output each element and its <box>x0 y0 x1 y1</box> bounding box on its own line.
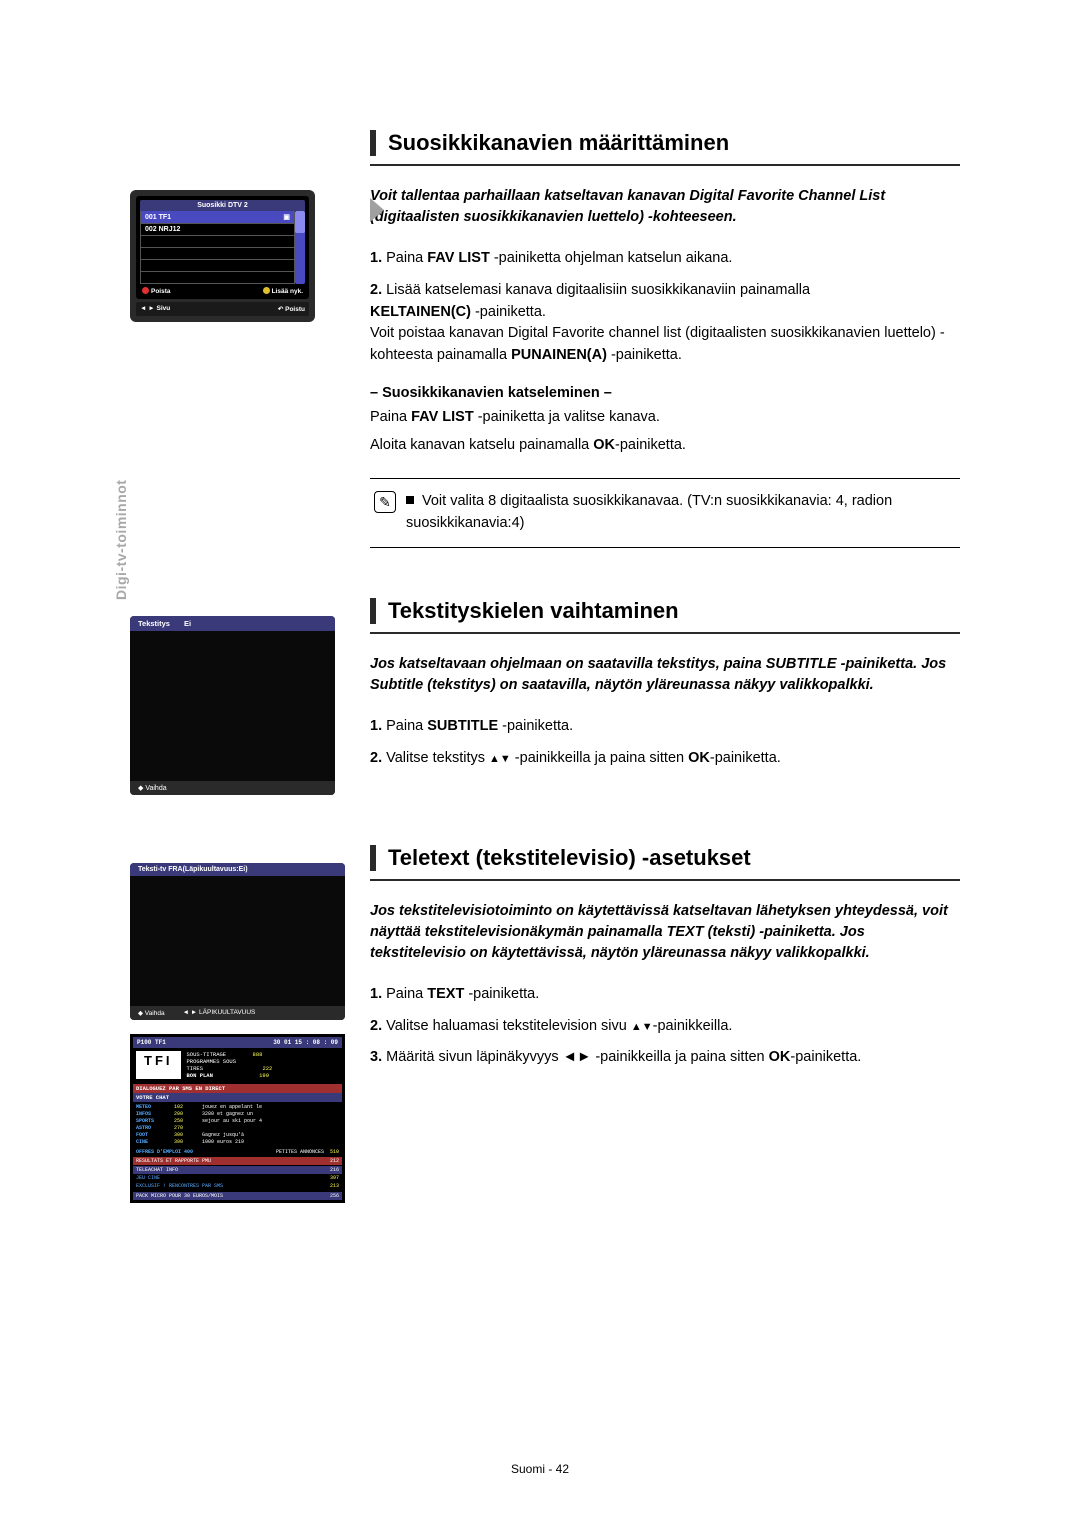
section2-intro: Jos katseltavaan ohjelmaan on saatavilla… <box>370 654 960 696</box>
section1-intro: Voit tallentaa parhaillaan katseltavan k… <box>370 186 960 228</box>
tt-logo: TFI <box>136 1051 181 1080</box>
section3-step3: 3. Määritä sivun läpinäkyvyys ◄► -painik… <box>370 1047 960 1069</box>
section2-step1: 1. Paina SUBTITLE -painiketta. <box>370 716 960 738</box>
section3-step1: 1. Paina TEXT -painiketta. <box>370 984 960 1006</box>
page-footer: Suomi - 42 <box>0 1462 1080 1476</box>
tt-top-right: 30 01 15 : 08 : 09 <box>273 1039 338 1046</box>
teletext-header: Teksti-tv FRA(Läpikuultavuus:Ei) <box>130 863 345 876</box>
side-tab-label: Digi-tv-toiminnot <box>113 480 129 600</box>
fav-title: Suosikki DTV 2 <box>140 200 305 211</box>
note-icon: ✎ <box>374 491 396 513</box>
favorite-list-mockup: Suosikki DTV 2 001 TF1▣ 002 NRJ12 <box>130 190 315 322</box>
fav-row: 001 TF1▣ <box>140 211 295 224</box>
fav-foot-left: Poista <box>151 288 171 295</box>
teletext-mockup: Teksti-tv FRA(Läpikuultavuus:Ei) ◆ Vaihd… <box>130 863 345 1020</box>
tt-grid: METEO102jouez en appelant leINFOS2003280… <box>133 1102 342 1148</box>
section3-step2: 2. Valitse haluamasi tekstitelevision si… <box>370 1016 960 1038</box>
note-box: ✎ Voit valita 8 digitaalista suosikkikan… <box>370 478 960 548</box>
fav-row <box>140 260 295 272</box>
subtitle-mockup: Tekstitys Ei ◆ Vaihda <box>130 616 335 795</box>
fav-row <box>140 248 295 260</box>
tt-banner1: DIALOGUEZ PAR SMS EN DIRECT <box>133 1084 342 1093</box>
section1-step2: 2. Lisää katselemasi kanava digitaalisii… <box>370 280 960 367</box>
fav-row <box>140 272 295 284</box>
fav-row: 002 NRJ12 <box>140 224 295 236</box>
fav-row <box>140 236 295 248</box>
teletext-footer-left: ◆ Vaihda <box>138 1009 165 1017</box>
fav-foot2-right: ↶ Poistu <box>278 305 305 313</box>
section1-para1: Paina FAV LIST -painiketta ja valitse ka… <box>370 407 960 429</box>
section2-step2: 2. Valitse tekstitys ▲▼ -painikkeilla ja… <box>370 748 960 770</box>
subtitle-header-right: Ei <box>184 619 191 628</box>
section3-intro: Jos tekstitelevisiotoiminto on käytettäv… <box>370 901 960 964</box>
section1-subhead: – Suosikkikanavien katseleminen – <box>370 385 960 401</box>
arrow-indicator <box>370 198 384 222</box>
tt-banner2: VOTRE CHAT <box>133 1093 342 1102</box>
subtitle-header-left: Tekstitys <box>138 619 170 628</box>
note-text: Voit valita 8 digitaalista suosikkikanav… <box>406 491 960 535</box>
fav-foot2-left: ◄ ► Sivu <box>140 305 170 313</box>
section3-heading: Teletext (tekstitelevisio) -asetukset <box>370 845 960 871</box>
tt-top-left: P100 TF1 <box>137 1039 166 1046</box>
section1-para2: Aloita kanavan katselu painamalla OK-pai… <box>370 435 960 457</box>
section2-heading: Tekstityskielen vaihtaminen <box>370 598 960 624</box>
subtitle-footer: ◆ Vaihda <box>130 781 335 795</box>
fav-foot-right: Lisää nyk. <box>272 288 303 295</box>
section1-heading: Suosikkikanavien määrittäminen <box>370 130 960 156</box>
section1-step1: 1. Paina FAV LIST -painiketta ohjelman k… <box>370 248 960 270</box>
teletext-page-mockup: P100 TF1 30 01 15 : 08 : 09 TFI SOUS-TIT… <box>130 1034 345 1204</box>
teletext-footer-right: ◄ ► LÄPIKUULTAVUUS <box>183 1009 256 1017</box>
